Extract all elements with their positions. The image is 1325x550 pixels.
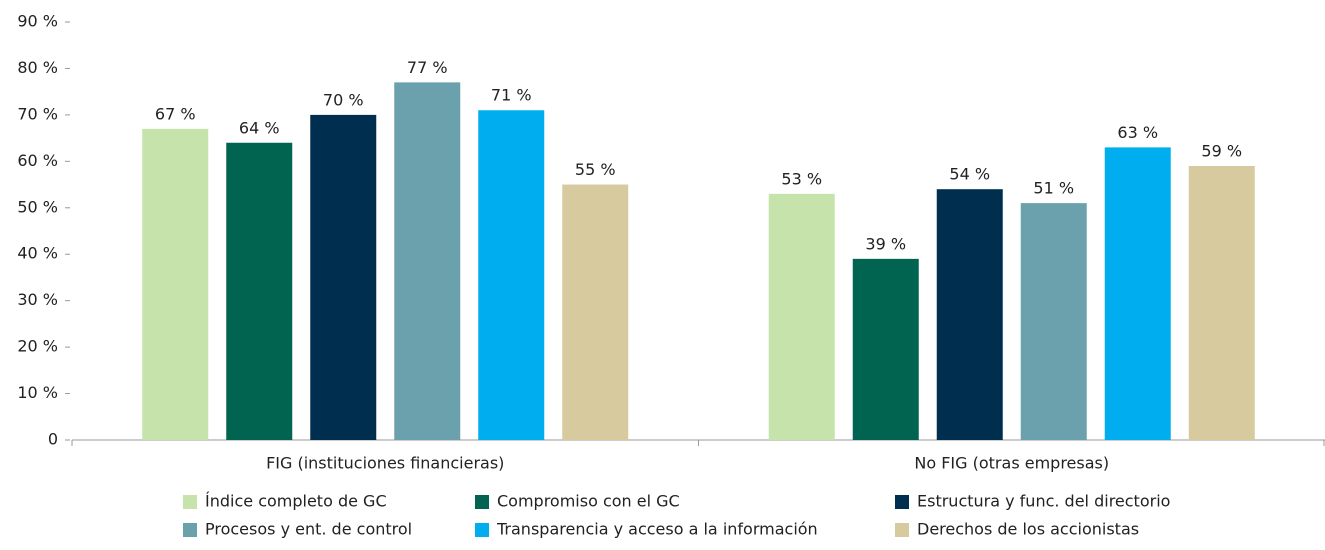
value-label: 63 % [1117, 123, 1158, 142]
value-label: 77 % [407, 58, 448, 77]
legend-label: Procesos y ent. de control [205, 520, 412, 539]
bar [1020, 203, 1087, 440]
bar [226, 142, 293, 440]
y-tick-label: 60 % [17, 151, 58, 170]
y-tick-label: 0 [48, 430, 58, 449]
value-label: 54 % [949, 165, 990, 184]
bar [142, 128, 209, 441]
legend-swatch [183, 523, 197, 537]
value-label: 71 % [491, 86, 532, 105]
legend-label: Compromiso con el GC [497, 492, 680, 511]
legend-swatch [475, 523, 489, 537]
legend-swatch [895, 523, 909, 537]
x-tick-label: FIG (instituciones financieras) [266, 454, 504, 473]
bar [768, 193, 835, 440]
bar [478, 110, 545, 440]
legend-swatch [183, 495, 197, 509]
y-tick-label: 80 % [17, 58, 58, 77]
y-tick-label: 90 % [17, 12, 58, 31]
value-label: 39 % [865, 234, 906, 253]
legend-label: Índice completo de GC [205, 492, 387, 511]
bar [1104, 147, 1171, 440]
bar [936, 189, 1003, 440]
x-tick-label: No FIG (otras empresas) [914, 454, 1109, 473]
y-tick-label: 30 % [17, 290, 58, 309]
y-tick-label: 70 % [17, 104, 58, 123]
legend-label: Estructura y func. del directorio [917, 492, 1170, 511]
y-tick-label: 40 % [17, 244, 58, 263]
legend-label: Transparencia y acceso a la información [496, 520, 818, 539]
legend-label: Derechos de los accionistas [917, 520, 1139, 539]
value-label: 51 % [1033, 179, 1074, 198]
y-tick-label: 50 % [17, 197, 58, 216]
y-tick-label: 10 % [17, 383, 58, 402]
bar [852, 258, 919, 440]
value-label: 70 % [323, 90, 364, 109]
value-label: 67 % [155, 104, 196, 123]
bar [310, 114, 377, 440]
legend-swatch [895, 495, 909, 509]
value-label: 55 % [575, 160, 616, 179]
value-label: 59 % [1201, 141, 1242, 160]
bar [394, 82, 461, 440]
y-tick-label: 20 % [17, 337, 58, 356]
legend-swatch [475, 495, 489, 509]
bar [1188, 165, 1255, 440]
value-label: 53 % [781, 169, 822, 188]
value-label: 64 % [239, 118, 280, 137]
bar [562, 184, 629, 440]
